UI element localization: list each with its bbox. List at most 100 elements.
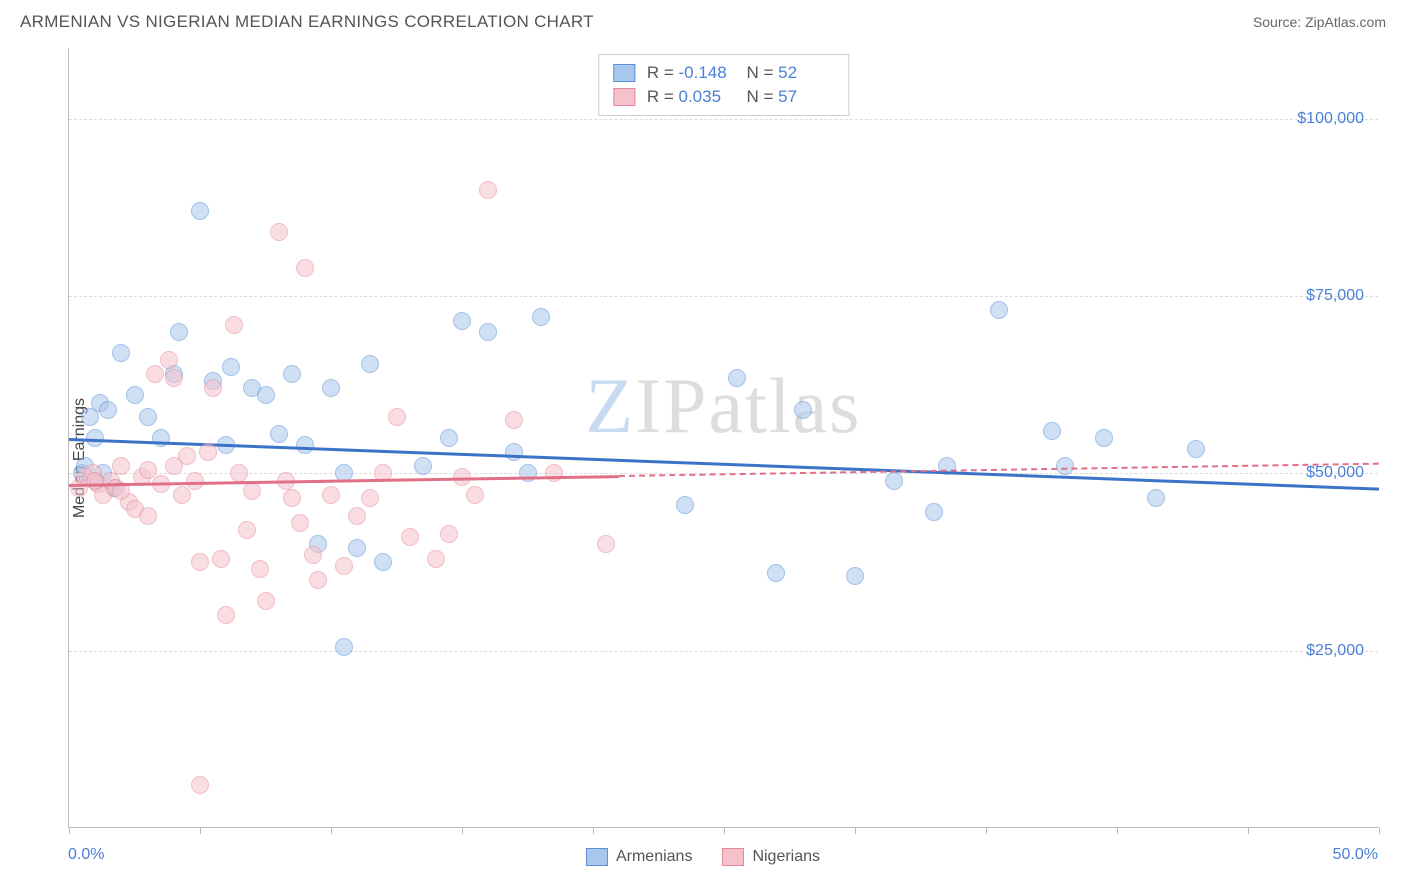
scatter-point — [112, 457, 130, 475]
scatter-point — [283, 365, 301, 383]
bottom-legend: Armenians Nigerians — [586, 848, 820, 866]
scatter-point — [388, 408, 406, 426]
scatter-point — [885, 472, 903, 490]
scatter-point — [160, 351, 178, 369]
legend-label: Nigerians — [752, 848, 820, 866]
scatter-point — [767, 564, 785, 582]
x-tick — [1379, 827, 1380, 834]
scatter-point — [283, 489, 301, 507]
scatter-point — [479, 323, 497, 341]
legend-swatch — [586, 848, 608, 866]
scatter-point — [212, 550, 230, 568]
scatter-point — [296, 259, 314, 277]
scatter-point — [1056, 457, 1074, 475]
scatter-point — [186, 472, 204, 490]
scatter-point — [597, 535, 615, 553]
scatter-point — [505, 443, 523, 461]
scatter-point — [296, 436, 314, 454]
scatter-point — [251, 560, 269, 578]
scatter-point — [112, 344, 130, 362]
scatter-point — [322, 379, 340, 397]
legend-swatch — [613, 64, 635, 82]
legend-swatch — [613, 88, 635, 106]
scatter-point — [191, 776, 209, 794]
scatter-point — [1043, 422, 1061, 440]
scatter-point — [257, 386, 275, 404]
scatter-point — [191, 202, 209, 220]
scatter-point — [139, 408, 157, 426]
scatter-point — [191, 553, 209, 571]
scatter-point — [545, 464, 563, 482]
scatter-point — [1187, 440, 1205, 458]
watermark: ZIPatlas — [586, 361, 862, 451]
scatter-point — [309, 571, 327, 589]
scatter-point — [1095, 429, 1113, 447]
x-tick — [724, 827, 725, 834]
scatter-point — [990, 301, 1008, 319]
scatter-point — [348, 539, 366, 557]
x-tick — [1248, 827, 1249, 834]
chart-title: ARMENIAN VS NIGERIAN MEDIAN EARNINGS COR… — [20, 12, 594, 32]
scatter-point — [165, 369, 183, 387]
y-tick-label: $25,000 — [1306, 642, 1364, 660]
scatter-point — [427, 550, 445, 568]
scatter-point — [238, 521, 256, 539]
x-tick — [69, 827, 70, 834]
scatter-point — [217, 606, 235, 624]
scatter-point — [374, 553, 392, 571]
scatter-point — [335, 638, 353, 656]
stats-legend-row: R = 0.035N = 57 — [613, 85, 834, 109]
scatter-point — [257, 592, 275, 610]
scatter-point — [519, 464, 537, 482]
plot-area: ZIPatlas R = -0.148N = 52R = 0.035N = 57… — [68, 48, 1378, 828]
scatter-point — [479, 181, 497, 199]
scatter-point — [505, 411, 523, 429]
scatter-point — [532, 308, 550, 326]
x-tick — [986, 827, 987, 834]
scatter-point — [170, 323, 188, 341]
scatter-point — [304, 546, 322, 564]
scatter-point — [676, 496, 694, 514]
gridline — [69, 651, 1378, 652]
scatter-point — [146, 365, 164, 383]
chart-container: Median Earnings ZIPatlas R = -0.148N = 5… — [20, 48, 1386, 868]
scatter-point — [165, 457, 183, 475]
scatter-point — [139, 507, 157, 525]
gridline — [69, 119, 1378, 120]
y-tick-label: $50,000 — [1306, 464, 1364, 482]
x-tick — [331, 827, 332, 834]
scatter-point — [152, 429, 170, 447]
scatter-point — [291, 514, 309, 532]
y-tick-label: $100,000 — [1297, 110, 1364, 128]
scatter-point — [440, 429, 458, 447]
scatter-point — [335, 557, 353, 575]
scatter-point — [225, 316, 243, 334]
scatter-point — [794, 401, 812, 419]
x-tick — [855, 827, 856, 834]
y-tick-label: $75,000 — [1306, 287, 1364, 305]
scatter-point — [348, 507, 366, 525]
x-axis-min-label: 0.0% — [68, 846, 104, 864]
scatter-point — [440, 525, 458, 543]
scatter-point — [361, 355, 379, 373]
stats-legend-row: R = -0.148N = 52 — [613, 61, 834, 85]
scatter-point — [199, 443, 217, 461]
scatter-point — [414, 457, 432, 475]
scatter-point — [728, 369, 746, 387]
scatter-point — [173, 486, 191, 504]
scatter-point — [466, 486, 484, 504]
legend-label: Armenians — [616, 848, 692, 866]
scatter-point — [86, 472, 104, 490]
scatter-point — [401, 528, 419, 546]
scatter-point — [99, 401, 117, 419]
scatter-point — [322, 486, 340, 504]
scatter-point — [270, 223, 288, 241]
x-tick — [462, 827, 463, 834]
scatter-point — [1147, 489, 1165, 507]
scatter-point — [925, 503, 943, 521]
scatter-point — [453, 312, 471, 330]
x-tick — [200, 827, 201, 834]
scatter-point — [361, 489, 379, 507]
scatter-point — [204, 379, 222, 397]
scatter-point — [270, 425, 288, 443]
